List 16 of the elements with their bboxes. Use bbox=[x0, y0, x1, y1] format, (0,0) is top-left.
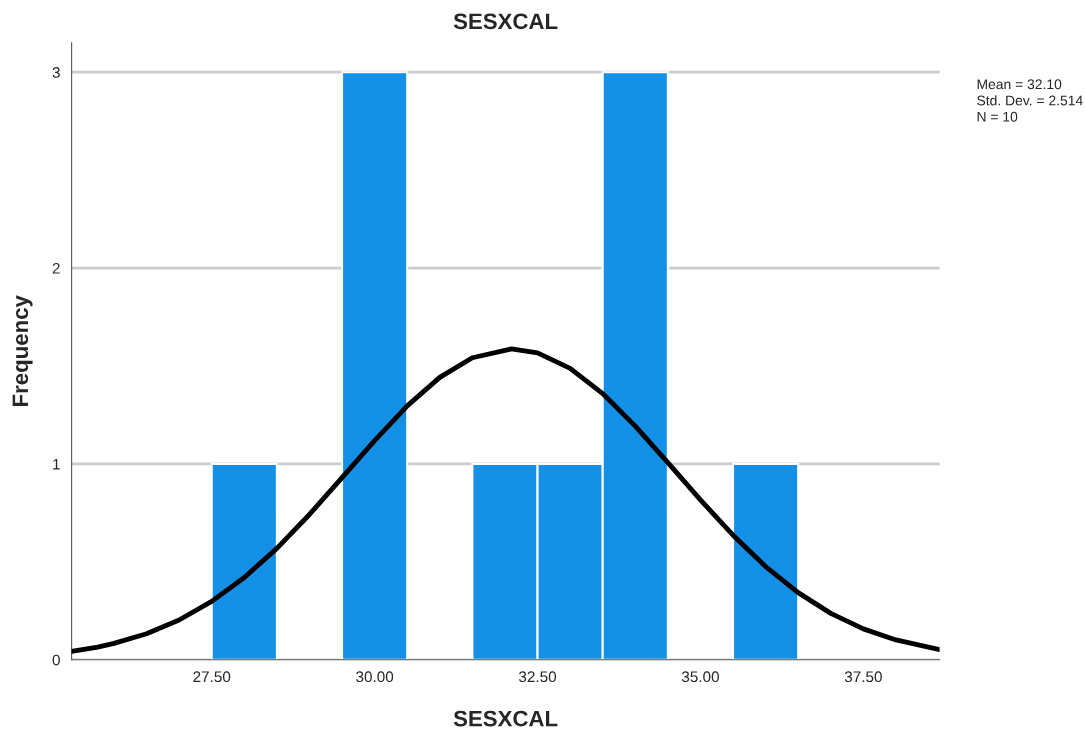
x-tick-label: 32.50 bbox=[519, 671, 557, 683]
y-tick-label: 0 bbox=[52, 654, 60, 666]
text: Mean = 32.10 bbox=[977, 79, 1062, 90]
line-series bbox=[71, 346, 940, 654]
y-tick-label: 2 bbox=[52, 262, 60, 274]
x-tick-label: 30.00 bbox=[356, 671, 394, 683]
y-tick-label: 1 bbox=[53, 458, 60, 470]
y-axis-title: Frequency bbox=[12, 295, 33, 406]
chart-title: SESXCAL bbox=[453, 13, 558, 30]
text: N = 10 bbox=[977, 111, 1018, 122]
x-tick-label: 27.50 bbox=[193, 671, 231, 683]
y-tick-label: 3 bbox=[52, 67, 60, 78]
x-tick-label: 35.00 bbox=[681, 671, 719, 683]
x-axis-title: SESXCAL bbox=[453, 710, 558, 727]
text: Std. Dev. = 2.514 bbox=[977, 95, 1083, 106]
x-tick-label: 37.50 bbox=[844, 671, 882, 683]
